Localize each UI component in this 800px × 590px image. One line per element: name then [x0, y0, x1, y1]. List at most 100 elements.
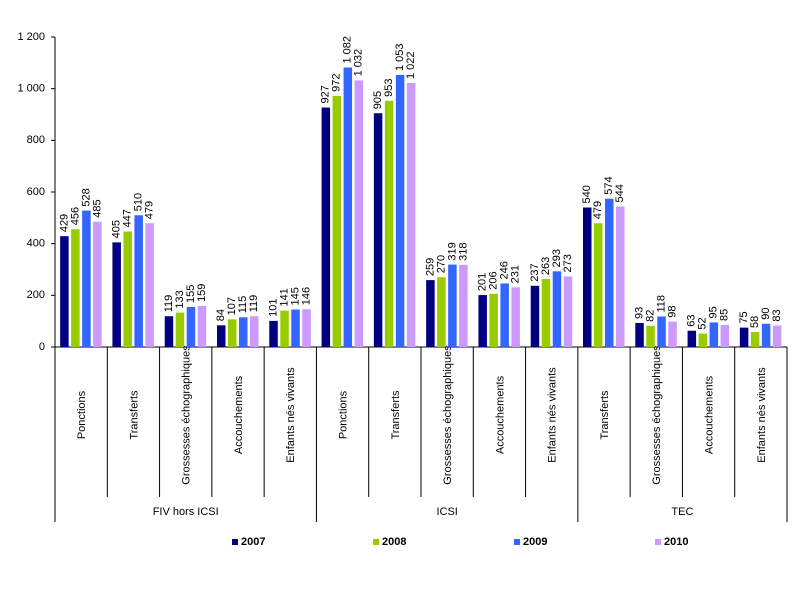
bar	[280, 310, 289, 347]
value-label: 270	[435, 255, 447, 273]
value-label: 107	[226, 297, 238, 315]
bar	[500, 283, 509, 347]
value-label: 574	[603, 176, 615, 194]
legend-label: 2010	[664, 536, 688, 548]
group-label: FIV hors ICSI	[153, 506, 219, 518]
legend-swatch	[514, 539, 520, 545]
bar	[250, 316, 259, 347]
bar	[750, 332, 760, 347]
bar	[321, 107, 331, 348]
value-label: 1 032	[353, 49, 365, 77]
value-label: 141	[278, 288, 290, 306]
bar	[406, 82, 416, 347]
bar	[657, 316, 666, 347]
bar	[489, 293, 498, 347]
bar	[60, 236, 69, 347]
bar	[197, 305, 207, 347]
bar	[459, 264, 468, 347]
value-label: 259	[424, 258, 436, 276]
value-label: 1 022	[405, 51, 417, 79]
x-tick-label: Transferts	[128, 390, 140, 440]
value-label: 145	[289, 287, 301, 305]
x-tick-label: Transferts	[599, 390, 611, 440]
value-label: 201	[477, 273, 489, 291]
value-label: 263	[540, 257, 552, 275]
value-label: 115	[237, 296, 249, 314]
x-tick-label: Ponctions	[337, 390, 349, 439]
bar	[616, 206, 625, 347]
y-tick-label: 600	[27, 186, 45, 198]
bar	[668, 321, 677, 347]
bar	[123, 231, 132, 347]
value-label: 85	[719, 309, 731, 321]
bar	[563, 276, 573, 347]
value-label: 83	[771, 309, 783, 321]
bar	[530, 285, 540, 347]
value-label: 405	[111, 220, 123, 238]
bar	[646, 325, 655, 347]
x-tick-label: Grossesses échographiques	[651, 345, 663, 485]
legend-label: 2009	[523, 536, 547, 548]
value-label: 479	[592, 201, 604, 219]
bar	[552, 271, 562, 347]
bar	[291, 309, 300, 347]
bar	[217, 325, 226, 347]
value-label: 98	[666, 305, 678, 317]
bar	[720, 325, 730, 347]
bar	[594, 223, 603, 347]
bar	[772, 325, 782, 347]
bar	[239, 317, 248, 347]
x-tick-label: Transferts	[390, 390, 402, 440]
value-label: 246	[499, 261, 511, 279]
value-label: 429	[58, 214, 70, 232]
x-tick-label: Enfants nés vivants	[547, 367, 559, 463]
value-label: 231	[510, 265, 522, 283]
bar	[583, 207, 592, 347]
bar	[541, 279, 551, 347]
bar	[112, 242, 121, 347]
x-tick-label: Accouchements	[233, 375, 245, 454]
value-label: 84	[215, 309, 227, 321]
bar	[93, 221, 102, 347]
value-label: 159	[196, 284, 208, 302]
bar	[186, 306, 196, 347]
bar	[687, 330, 697, 347]
value-label: 52	[697, 317, 709, 329]
bar	[145, 223, 154, 347]
value-label: 82	[644, 310, 656, 322]
value-label: 273	[562, 254, 574, 272]
bar	[761, 323, 771, 347]
bar	[448, 264, 457, 347]
bar	[302, 309, 311, 347]
value-label: 972	[331, 74, 343, 92]
legend-label: 2007	[241, 536, 265, 548]
bar	[478, 295, 487, 347]
bar	[82, 210, 91, 347]
value-label: 905	[372, 91, 384, 109]
value-label: 447	[122, 209, 134, 227]
value-label: 75	[738, 311, 750, 323]
bar	[354, 80, 364, 348]
value-label: 510	[133, 193, 145, 211]
group-label: ICSI	[436, 506, 457, 518]
value-label: 133	[174, 290, 186, 308]
bar	[437, 277, 446, 347]
value-label: 206	[488, 271, 500, 289]
value-label: 90	[760, 308, 772, 320]
bar	[395, 74, 405, 347]
bar	[426, 280, 435, 347]
value-label: 528	[80, 188, 92, 206]
value-label: 118	[655, 295, 667, 313]
x-tick-label: Enfants nés vivants	[756, 367, 768, 463]
bar	[332, 95, 342, 348]
y-tick-label: 0	[39, 341, 45, 353]
legend-swatch	[655, 539, 661, 545]
y-tick-label: 200	[27, 289, 45, 301]
bar	[175, 312, 185, 347]
value-label: 63	[686, 314, 698, 326]
x-tick-label: Grossesses échographiques	[181, 345, 193, 485]
value-label: 319	[446, 242, 458, 260]
y-tick-label: 1 000	[17, 83, 45, 95]
bar	[164, 316, 174, 347]
